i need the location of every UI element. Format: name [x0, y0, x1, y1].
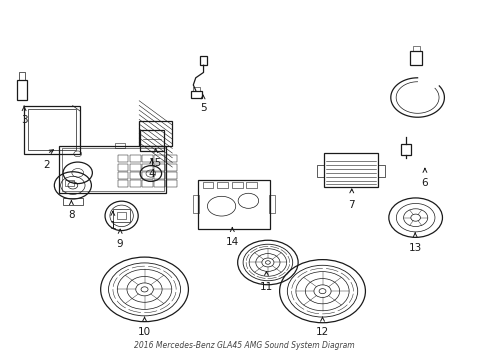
Bar [65, 180, 74, 186]
Bar [199, 56, 207, 65]
Text: 4: 4 [148, 169, 155, 179]
Bar [139, 121, 172, 145]
Bar [154, 172, 164, 179]
Bar [19, 72, 24, 80]
Bar [59, 146, 166, 193]
Bar [166, 163, 177, 171]
Bar [113, 210, 130, 222]
Bar [412, 45, 419, 51]
Bar [154, 163, 164, 171]
Text: 10: 10 [138, 327, 151, 337]
Text: 15: 15 [149, 158, 162, 168]
Text: 2: 2 [43, 160, 50, 170]
Bar [268, 195, 274, 213]
Bar [139, 121, 172, 145]
Text: 13: 13 [407, 243, 421, 253]
Bar [231, 182, 242, 188]
Bar [130, 163, 141, 171]
Text: 12: 12 [315, 327, 328, 337]
Text: 8: 8 [68, 211, 75, 220]
Bar [139, 121, 172, 145]
Bar [24, 105, 80, 154]
Bar [192, 195, 198, 213]
Bar [28, 109, 76, 150]
Text: 11: 11 [259, 282, 272, 292]
Bar [154, 180, 164, 187]
Text: 5: 5 [199, 103, 206, 113]
Text: 6: 6 [421, 178, 427, 188]
Bar [166, 155, 177, 162]
Bar [118, 163, 128, 171]
Bar [166, 180, 177, 187]
Bar [400, 144, 410, 155]
Bar [17, 80, 26, 100]
Bar [192, 87, 199, 91]
Bar [324, 153, 377, 187]
Bar [118, 155, 128, 162]
Bar [409, 51, 422, 65]
Bar [316, 165, 324, 177]
Bar [139, 121, 172, 145]
Bar [61, 148, 163, 191]
Bar [139, 121, 172, 145]
Bar [118, 172, 128, 179]
Bar [139, 121, 172, 145]
Bar [142, 163, 153, 171]
Bar [130, 172, 141, 179]
Bar [166, 172, 177, 179]
Bar [197, 180, 269, 229]
Bar [202, 182, 213, 188]
Text: 9: 9 [117, 239, 123, 249]
Bar [142, 155, 153, 162]
Bar [139, 121, 172, 145]
Bar [139, 121, 172, 145]
Bar [130, 155, 141, 162]
Bar [130, 180, 141, 187]
Bar [139, 121, 172, 145]
Bar [140, 130, 163, 151]
Bar [139, 121, 172, 145]
Bar [63, 198, 82, 206]
Bar [118, 180, 128, 187]
Bar [139, 121, 172, 145]
Text: 2016 Mercedes-Benz GLA45 AMG Sound System Diagram: 2016 Mercedes-Benz GLA45 AMG Sound Syste… [134, 341, 354, 350]
Bar [142, 172, 153, 179]
Text: 14: 14 [225, 237, 239, 247]
Bar [117, 212, 126, 220]
Bar [154, 155, 164, 162]
Text: 3: 3 [21, 116, 27, 125]
Text: 1: 1 [109, 221, 116, 231]
Bar [190, 91, 201, 98]
Bar [217, 182, 227, 188]
Bar [377, 165, 384, 177]
Text: 7: 7 [348, 200, 354, 210]
Bar [246, 182, 257, 188]
Bar [142, 180, 153, 187]
Bar [115, 143, 125, 148]
